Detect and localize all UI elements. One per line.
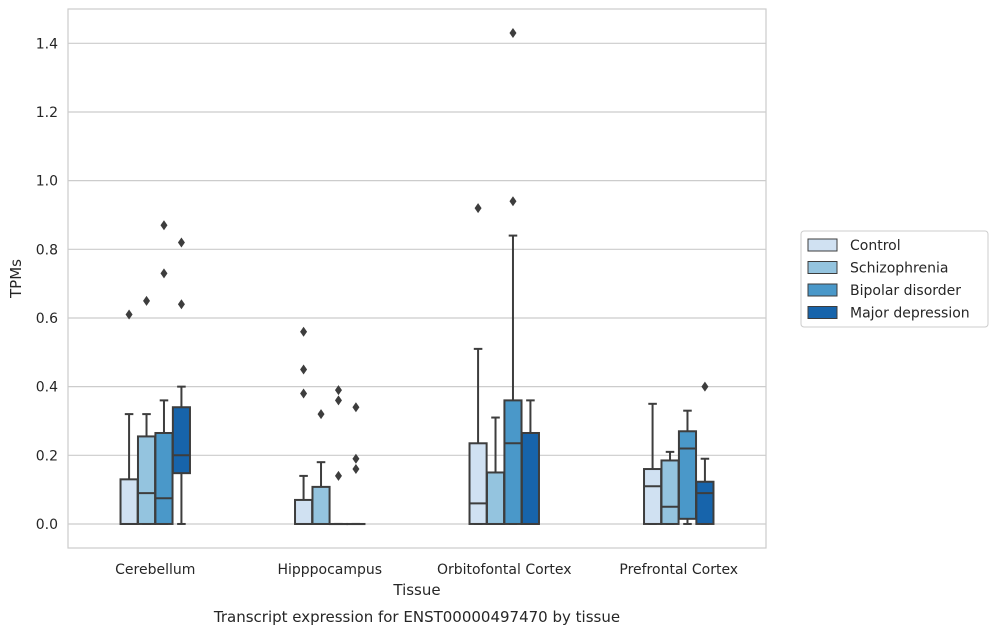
plot-frame	[67, 8, 767, 549]
outlier-point	[509, 196, 517, 207]
y-tick-label: 0.6	[36, 311, 58, 327]
y-tick-label: 0.0	[36, 517, 58, 533]
outlier-point	[474, 203, 482, 214]
box-iqr	[136, 435, 157, 525]
box-hipppocampus-bipolar-disorder	[328, 385, 349, 526]
outlier-point	[701, 381, 709, 392]
outlier-point	[160, 268, 168, 279]
y-tick-label: 1.0	[36, 174, 58, 190]
box-iqr	[154, 431, 174, 525]
outlier-point	[352, 464, 360, 475]
box-orbitofontal-cortex-bipolar-disorder	[503, 28, 523, 525]
legend-frame	[800, 230, 989, 328]
box-hipppocampus-control	[294, 326, 314, 525]
y-tick-label: 0.2	[36, 448, 58, 464]
box-prefrontal-cortex-control	[643, 402, 663, 525]
x-tick-label: Hipppocampus	[277, 562, 382, 578]
box-hipppocampus-major-depression	[346, 402, 366, 526]
box-series	[119, 28, 715, 526]
x-tick-label: Prefrontal Cortex	[619, 562, 738, 578]
legend-swatch	[807, 306, 838, 319]
box-prefrontal-cortex-major-depression	[695, 381, 715, 525]
legend-label: Major depression	[850, 306, 970, 322]
y-axis-ticks: 0.0 0.2 0.4 0.6 0.8 1.0 1.2 1.4	[36, 36, 58, 533]
box-orbitofontal-cortex-schizophrenia	[485, 416, 506, 525]
outlier-point	[317, 409, 325, 420]
box-iqr	[660, 459, 680, 525]
x-tick-label: Cerebellum	[115, 562, 195, 578]
y-tick-label: 1.4	[36, 36, 58, 52]
box-iqr	[294, 498, 314, 525]
box-iqr	[468, 442, 488, 525]
outlier-point	[334, 395, 342, 406]
box-iqr	[677, 430, 698, 520]
legend: Control Schizophrenia Bipolar disorder Majo…	[800, 230, 989, 328]
box-prefrontal-cortex-schizophrenia	[660, 450, 680, 525]
legend-swatch	[807, 283, 838, 297]
y-tick-label: 1.2	[36, 105, 58, 121]
legend-swatch	[807, 238, 838, 252]
outlier-point	[509, 28, 517, 39]
legend-label: Control	[850, 238, 901, 254]
box-iqr	[485, 471, 506, 525]
box-iqr	[695, 480, 715, 525]
outlier-point	[334, 385, 342, 396]
box-cerebellum-bipolar-disorder	[154, 220, 174, 525]
box-iqr	[171, 406, 191, 475]
outlier-point	[352, 453, 360, 464]
box-iqr	[119, 478, 139, 525]
box-cerebellum-control	[119, 309, 139, 525]
x-tick-label: Orbitofontal Cortex	[437, 562, 572, 578]
box-cerebellum-major-depression	[171, 237, 191, 525]
outlier-point	[334, 470, 342, 481]
legend-label: Schizophrenia	[850, 261, 948, 277]
legend-label: Bipolar disorder	[850, 283, 961, 299]
outlier-point	[125, 309, 133, 320]
box-iqr	[643, 468, 663, 525]
outlier-point	[160, 220, 168, 231]
outlier-point	[177, 299, 185, 310]
box-hipppocampus-schizophrenia	[311, 409, 331, 525]
box-prefrontal-cortex-bipolar-disorder	[677, 409, 698, 525]
box-iqr	[311, 485, 331, 525]
outlier-point	[300, 326, 308, 337]
y-tick-label: 0.8	[36, 242, 58, 258]
y-axis-label: TPMs	[7, 259, 25, 299]
outlier-point	[352, 402, 360, 413]
box-cerebellum-schizophrenia	[136, 295, 157, 525]
legend-swatch	[807, 261, 838, 274]
box-iqr	[503, 399, 523, 525]
outlier-point	[300, 388, 308, 399]
box-iqr	[520, 431, 540, 525]
x-axis-label: Tissue	[392, 581, 440, 599]
outlier-point	[143, 295, 151, 306]
outlier-point	[177, 237, 185, 248]
x-axis-ticks: Cerebellum Hipppocampus Orbitofontal Corte…	[115, 562, 738, 578]
box-orbitofontal-cortex-major-depression	[520, 399, 540, 525]
y-tick-label: 0.4	[36, 380, 58, 396]
outlier-point	[300, 364, 308, 375]
box-orbitofontal-cortex-control	[468, 203, 488, 525]
chart-caption: Transcript expression for ENST0000049747…	[213, 608, 620, 626]
